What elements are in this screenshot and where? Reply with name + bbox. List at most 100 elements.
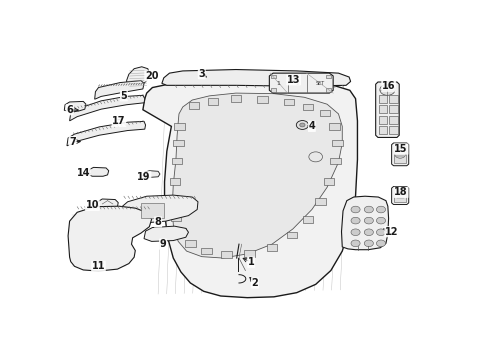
Bar xyxy=(170,179,180,185)
Bar xyxy=(379,105,387,113)
Bar xyxy=(201,248,212,255)
Bar xyxy=(271,88,276,92)
Text: 19: 19 xyxy=(137,172,151,182)
Text: 16: 16 xyxy=(382,81,395,91)
Polygon shape xyxy=(392,143,409,166)
Bar xyxy=(379,95,387,103)
Polygon shape xyxy=(143,78,358,298)
Text: 2: 2 xyxy=(295,81,299,86)
Text: SET: SET xyxy=(315,81,324,86)
Polygon shape xyxy=(342,196,389,250)
Bar xyxy=(379,116,387,123)
Polygon shape xyxy=(270,73,333,93)
Text: 7: 7 xyxy=(69,136,76,147)
Text: 10: 10 xyxy=(86,201,99,210)
Circle shape xyxy=(364,229,373,235)
Bar xyxy=(326,75,331,78)
Bar xyxy=(394,189,406,202)
Polygon shape xyxy=(64,102,86,111)
Circle shape xyxy=(364,240,373,247)
Text: 12: 12 xyxy=(385,227,398,237)
Text: 11: 11 xyxy=(92,261,105,271)
Bar xyxy=(330,158,341,164)
Text: 1: 1 xyxy=(276,81,280,86)
Circle shape xyxy=(300,123,305,127)
Text: 5: 5 xyxy=(121,91,127,101)
Bar xyxy=(221,251,232,258)
Bar xyxy=(315,198,325,204)
Bar xyxy=(267,244,277,251)
Circle shape xyxy=(395,150,406,158)
Text: 6: 6 xyxy=(66,105,73,115)
Circle shape xyxy=(364,206,373,213)
Text: 13: 13 xyxy=(287,75,300,85)
Circle shape xyxy=(364,217,373,224)
Text: 3: 3 xyxy=(198,69,205,79)
Circle shape xyxy=(351,206,360,213)
Circle shape xyxy=(351,217,360,224)
Bar xyxy=(390,95,398,103)
Bar xyxy=(172,158,182,164)
Circle shape xyxy=(376,229,386,235)
Bar xyxy=(324,179,334,185)
Bar xyxy=(175,228,186,235)
Bar xyxy=(287,232,297,238)
Polygon shape xyxy=(392,186,409,204)
Bar xyxy=(141,203,164,219)
Text: 2: 2 xyxy=(251,278,258,288)
Text: 15: 15 xyxy=(394,144,408,154)
Text: 14: 14 xyxy=(76,168,90,179)
Bar xyxy=(394,146,406,163)
Polygon shape xyxy=(126,67,149,87)
Circle shape xyxy=(351,240,360,247)
Bar xyxy=(189,102,199,109)
Bar xyxy=(303,216,314,222)
Text: 20: 20 xyxy=(145,71,158,81)
Polygon shape xyxy=(70,95,145,121)
Bar xyxy=(173,140,184,146)
Circle shape xyxy=(376,240,386,247)
Text: 1: 1 xyxy=(248,257,254,267)
Polygon shape xyxy=(89,167,109,176)
Text: 9: 9 xyxy=(160,239,167,249)
Polygon shape xyxy=(68,206,151,271)
Bar xyxy=(169,198,180,204)
Bar xyxy=(379,126,387,134)
Bar xyxy=(231,95,241,102)
Polygon shape xyxy=(376,82,399,138)
Bar xyxy=(257,96,268,103)
Bar xyxy=(174,123,185,130)
Text: 17: 17 xyxy=(112,116,126,126)
Bar xyxy=(329,123,340,130)
Polygon shape xyxy=(98,199,118,209)
Bar xyxy=(390,105,398,113)
Bar xyxy=(320,110,330,116)
Bar xyxy=(171,215,181,221)
Circle shape xyxy=(376,206,386,213)
Bar xyxy=(208,98,219,105)
Circle shape xyxy=(380,84,395,95)
Polygon shape xyxy=(120,195,198,223)
Circle shape xyxy=(376,217,386,224)
Polygon shape xyxy=(172,93,342,258)
Circle shape xyxy=(309,152,322,162)
Bar xyxy=(303,104,314,110)
Text: 8: 8 xyxy=(155,217,162,227)
Bar xyxy=(326,88,331,92)
Bar xyxy=(390,126,398,134)
Text: 18: 18 xyxy=(394,187,408,197)
Bar xyxy=(244,250,254,257)
Circle shape xyxy=(351,229,360,235)
Bar xyxy=(271,75,276,78)
Circle shape xyxy=(296,121,309,129)
Text: 4: 4 xyxy=(309,121,315,131)
Bar xyxy=(284,99,294,105)
Bar xyxy=(390,116,398,123)
Bar xyxy=(332,140,343,146)
Bar xyxy=(185,240,196,247)
Polygon shape xyxy=(67,121,146,146)
Polygon shape xyxy=(162,69,351,86)
Polygon shape xyxy=(144,226,189,242)
Polygon shape xyxy=(95,81,144,99)
Polygon shape xyxy=(144,171,160,177)
